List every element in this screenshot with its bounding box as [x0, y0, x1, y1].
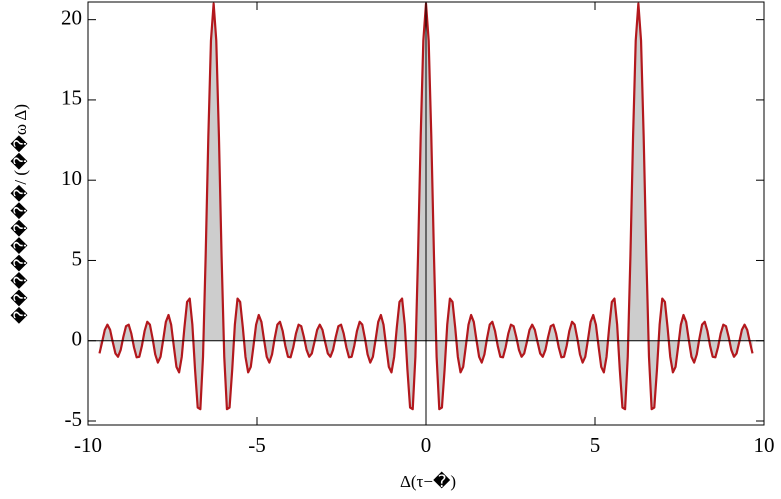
x-tick-label: -10 [74, 433, 102, 457]
y-tick-label: -5 [65, 407, 83, 431]
x-tick-label: 5 [590, 433, 601, 457]
x-tick-label: 10 [754, 433, 775, 457]
x-tick-label: -5 [248, 433, 266, 457]
y-tick-label: 15 [61, 86, 82, 110]
x-axis-label: Δ(τ−�) [400, 471, 456, 491]
y-tick-label: 10 [61, 166, 82, 190]
y-tick-label: 20 [61, 5, 82, 29]
y-tick-label: 0 [72, 327, 83, 351]
y-axis-label: ��������/ (��ω Δ) [10, 104, 30, 324]
y-tick-label: 5 [72, 246, 83, 270]
x-tick-label: 0 [421, 433, 432, 457]
